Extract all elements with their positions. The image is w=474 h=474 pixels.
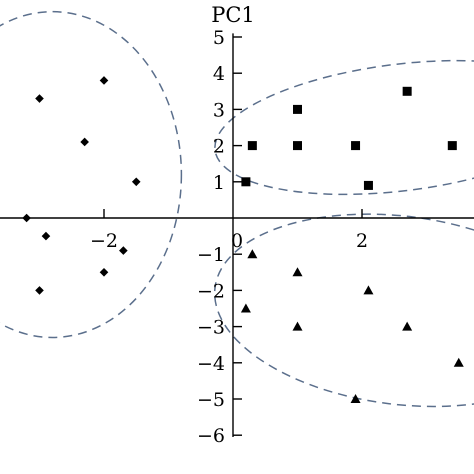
- square-point: [402, 86, 412, 96]
- cluster-ellipse: [213, 213, 474, 408]
- y-axis-title: PC1: [211, 3, 255, 27]
- triangle-point: [240, 303, 251, 313]
- diamond-point: [99, 76, 109, 85]
- square-point: [247, 141, 257, 151]
- diamond-point: [80, 137, 89, 147]
- square-point: [293, 104, 302, 114]
- x-tick-label: 2: [356, 230, 368, 252]
- diamond-point: [35, 286, 44, 295]
- triangle-point: [453, 357, 464, 367]
- data-points: [22, 76, 464, 403]
- y-tick-label: −5: [197, 389, 225, 411]
- diamond-point: [41, 231, 51, 241]
- square-point: [241, 177, 251, 187]
- triangle-point: [350, 394, 361, 403]
- y-tick-label: −1: [197, 244, 225, 266]
- square-point: [447, 141, 457, 151]
- triangle-point: [402, 321, 413, 331]
- y-tick-label: −4: [197, 353, 225, 375]
- diamond-point: [22, 213, 31, 223]
- triangle-point: [292, 267, 303, 277]
- cluster-ellipse: [214, 59, 474, 196]
- diamond-point: [99, 268, 109, 277]
- x-tick-label: −2: [90, 230, 118, 252]
- y-tick-label: 5: [213, 27, 225, 49]
- diamond-point: [35, 94, 44, 103]
- triangle-point: [247, 249, 258, 259]
- cluster-ellipses: [0, 10, 474, 408]
- diamond-point: [119, 246, 128, 255]
- y-axis-ticks: 5 4 3 2 1 −1 −2 −3 −4 −5 −6: [197, 27, 242, 447]
- square-point: [363, 180, 373, 190]
- square-point: [351, 141, 361, 151]
- y-tick-label: −2: [197, 280, 225, 302]
- y-tick-label: 2: [213, 136, 225, 158]
- triangle-point: [363, 285, 374, 295]
- diamond-point: [131, 177, 141, 187]
- triangle-point: [292, 321, 303, 331]
- y-tick-label: −3: [197, 317, 225, 339]
- y-tick-label: 1: [213, 172, 225, 194]
- y-tick-label: 3: [213, 99, 225, 121]
- y-tick-label: −6: [197, 425, 225, 447]
- x-tick-label: 0: [231, 230, 243, 252]
- square-point: [293, 141, 302, 151]
- cluster-ellipse: [0, 10, 183, 339]
- x-axis-ticks: −2 0 2: [90, 209, 368, 252]
- y-tick-label: 4: [213, 63, 225, 85]
